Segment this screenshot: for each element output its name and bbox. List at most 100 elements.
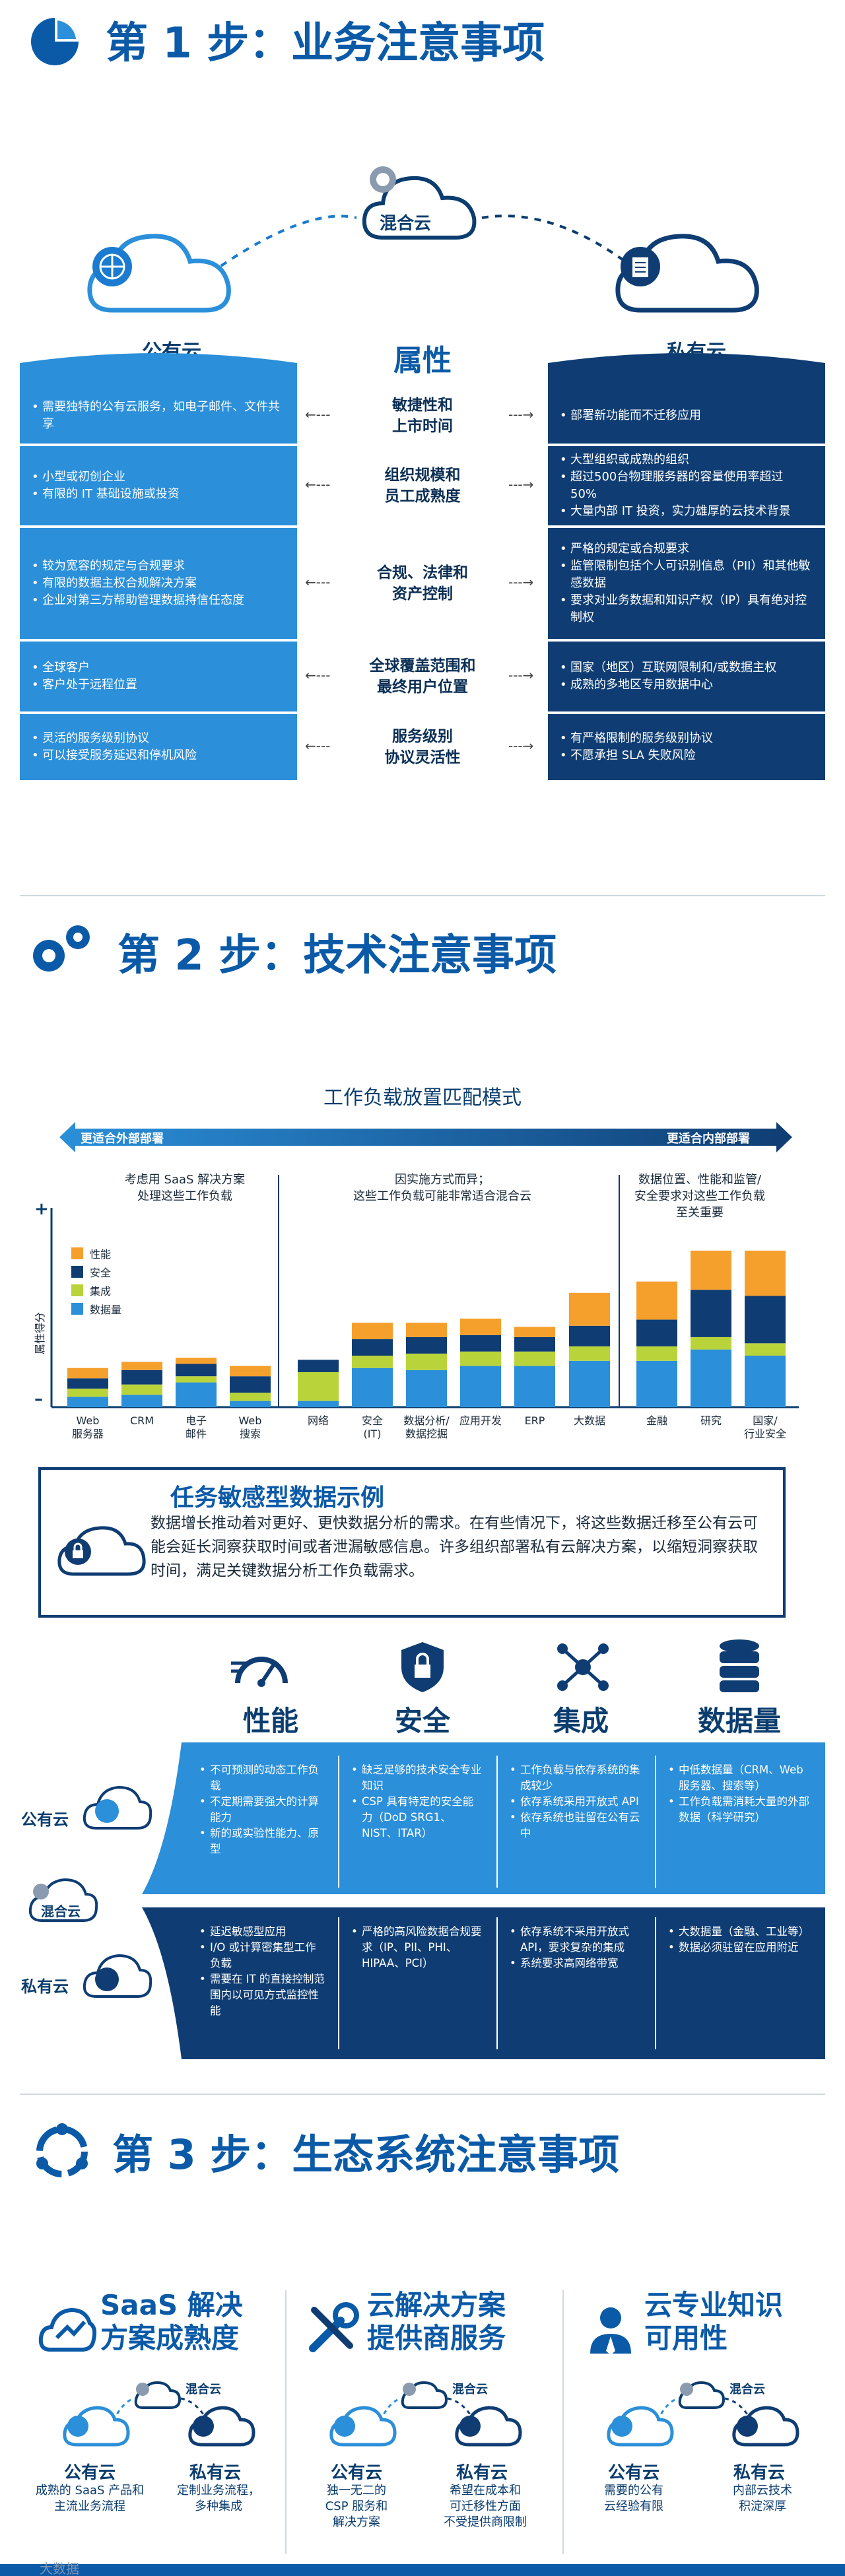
attribute-label: 全球覆盖范围和 最终用户位置 — [369, 657, 476, 696]
chart-legend: 性能 安全 集成 数据量 — [71, 1244, 121, 1318]
public-attr-cell: 较为宽容的规定与合规要求有限的数据主权合规解决方案企业对第三方帮助管理数据持信任… — [20, 528, 297, 639]
arrow-left-label: 更适合外部部署 — [81, 1132, 164, 1146]
private-cloud-icon — [615, 234, 759, 313]
mini-public-sub: 需要的公有 云经验有限 — [604, 2484, 663, 2513]
bar-segment-安全 — [460, 1335, 501, 1352]
bullet-item: 大型组织或成熟的组织 — [560, 451, 813, 469]
private-bullets: 部署新功能而不迁移应用 — [560, 407, 701, 424]
ecosystem-column-title: 云专业知识 可用性 — [644, 2289, 784, 2354]
mini-cloud-diagram — [317, 2372, 535, 2458]
public-cloud-icon — [87, 234, 231, 313]
speedometer-icon — [231, 1657, 288, 1687]
public-attr-cell: 小型或初创企业有限的 IT 基础设施或投资 — [20, 446, 297, 525]
bullet-item: 客户处于远程位置 — [32, 677, 137, 694]
row-divider — [548, 639, 825, 642]
hybrid-cloud-icon — [362, 166, 477, 240]
step2-title: 第 2 步：技术注意事项 — [118, 931, 557, 980]
bar-segment-安全 — [514, 1337, 555, 1352]
category-label: 网络 — [308, 1414, 329, 1427]
category-label: CRM — [130, 1414, 154, 1427]
bar-segment-安全 — [745, 1296, 786, 1344]
bar-segment-集成 — [636, 1346, 677, 1361]
category-label: 应用开发 — [459, 1414, 502, 1427]
bar-segment-安全 — [298, 1360, 339, 1372]
category-label: 搜索 — [240, 1428, 261, 1440]
bar-segment-数据量 — [514, 1366, 555, 1407]
bar-segment-集成 — [745, 1343, 786, 1356]
mini-private-label: 私有云 — [733, 2463, 785, 2483]
bar-segment-数据量 — [352, 1368, 393, 1407]
attribute-label: 服务级别 协议灵活性 — [384, 728, 461, 766]
shield-lock-icon — [401, 1642, 444, 1692]
left-arrow-icon: ←--- — [305, 407, 331, 422]
public-bullets: 需要独特的公有云服务，如电子邮件、文件共享 — [32, 399, 285, 433]
bullet-item: 依存系统不采用开放式 API，要求复杂的集成 — [510, 1924, 642, 1956]
cell-divider — [338, 1917, 339, 2049]
watermark: 大数据 — [40, 2561, 79, 2576]
bar-segment-集成 — [460, 1351, 501, 1366]
public-consideration-cell: 缺乏足够的技术安全专业知识CSP 具有特定的安全能力（DoD SRG1、NIST… — [343, 1756, 492, 1888]
category-label: 行业安全 — [744, 1428, 786, 1440]
bar-segment-集成 — [230, 1393, 271, 1401]
attribute-label: 敏捷性和 上市时间 — [392, 397, 453, 435]
bar-segment-集成 — [569, 1346, 610, 1361]
private-bullets: 有严格限制的服务级别协议不愿承担 SLA 失败风险 — [560, 730, 713, 764]
bullet-item: 有限的 IT 基础设施或投资 — [32, 486, 180, 503]
divider-2 — [20, 2094, 825, 2095]
bullet-item: 延迟敏感型应用 — [199, 1924, 325, 1940]
bullet-item: I/O 或计算密集型工作负载 — [199, 1940, 325, 1971]
bullet-item: 大量内部 IT 投资，实力雄厚的云技术背景 — [560, 503, 813, 520]
left-arrow-icon: ←--- — [305, 667, 331, 683]
y-axis-label: 属性得分 — [34, 1312, 46, 1354]
ecosystem-column-title: 云解决方案 提供商服务 — [367, 2289, 506, 2354]
mini-cloud-diagram — [50, 2372, 268, 2458]
legend-label: 安全 — [90, 1267, 112, 1279]
right-panel-cap — [548, 353, 825, 388]
row-divider — [20, 711, 297, 714]
public-attr-cell: 全球客户客户处于远程位置 — [20, 642, 297, 711]
right-arrow-icon: ---→ — [508, 407, 534, 422]
bullet-item: 需要独特的公有云服务，如电子邮件、文件共享 — [32, 399, 285, 433]
right-arrow-icon: ---→ — [508, 667, 534, 683]
y-minus-label: – — [34, 1389, 43, 1409]
ecosystem-cycle-icon — [36, 2123, 88, 2177]
bullet-item: 不愿承担 SLA 失败风险 — [560, 747, 713, 764]
bullet-item: 有严格限制的服务级别协议 — [560, 730, 713, 747]
mini-hybrid-label: 混合云 — [186, 2383, 221, 2396]
private-bullets: 国家（地区）互联网限制和/或数据主权成熟的多地区专用数据中心 — [560, 659, 776, 694]
bar-segment-数据量 — [691, 1349, 731, 1407]
category-label: 数据挖掘 — [405, 1428, 448, 1440]
network-nodes-icon — [557, 1643, 609, 1691]
legend-item: 性能 — [71, 1244, 121, 1263]
public-consideration-bullets: 中低数据量（CRM、Web 服务器、搜索等）工作负载需消耗大量的外部数据（科学研… — [668, 1762, 811, 1826]
bar-segment-集成 — [121, 1384, 162, 1395]
bullet-item: 部署新功能而不迁移应用 — [560, 407, 701, 424]
bar-segment-性能 — [569, 1292, 610, 1326]
private-consideration-bullets: 严格的高风险数据合规要求（IP、PII、PHI、HIPAA、PCI） — [351, 1924, 484, 1971]
legend-item: 安全 — [71, 1263, 121, 1281]
public-attr-cell: 需要独特的公有云服务，如电子邮件、文件共享 — [20, 388, 297, 444]
bar-segment-集成 — [514, 1351, 555, 1366]
row-divider — [20, 444, 297, 446]
bar-segment-性能 — [636, 1281, 677, 1320]
bullet-item: 缺乏足够的技术安全专业知识 — [351, 1762, 484, 1794]
mini-public-label: 公有云 — [607, 2463, 659, 2483]
secure-cloud-icon — [57, 1526, 146, 1576]
bar-segment-数据量 — [298, 1401, 339, 1407]
head-integration: 集成 — [553, 1705, 609, 1737]
cell-divider — [338, 1756, 339, 1888]
bullet-item: 国家（地区）互联网限制和/或数据主权 — [560, 659, 776, 677]
column-divider — [562, 2290, 564, 2554]
private-attr-cell: 部署新功能而不迁移应用 — [548, 388, 825, 444]
head-security: 安全 — [394, 1705, 450, 1737]
bar-segment-性能 — [460, 1318, 501, 1335]
private-attr-cell: 大型组织或成熟的组织超过500台物理服务器的容量使用率超过 50%大量内部 IT… — [548, 446, 825, 525]
right-arrow-icon: ---→ — [508, 738, 534, 754]
bar-segment-性能 — [67, 1368, 108, 1379]
category-label: Web — [239, 1414, 262, 1427]
private-consideration-bullets: 依存系统不采用开放式 API，要求复杂的集成系统要求高网络带宽 — [510, 1924, 642, 1971]
bullet-item: 系统要求高网络带宽 — [510, 1956, 642, 1971]
head-performance: 性能 — [242, 1705, 298, 1737]
bar-segment-安全 — [230, 1376, 271, 1393]
